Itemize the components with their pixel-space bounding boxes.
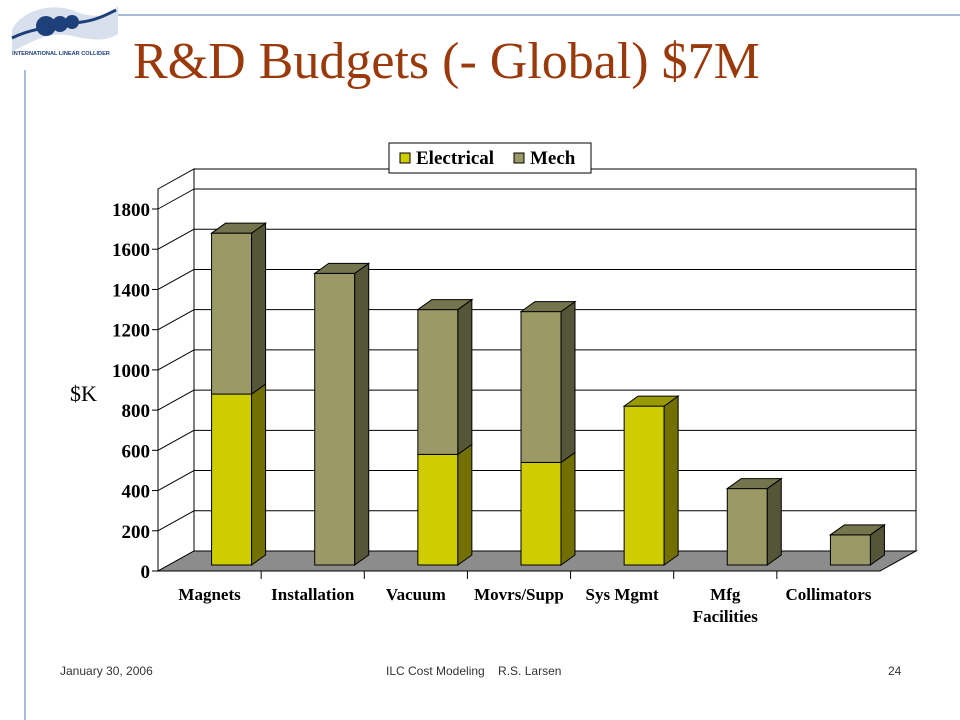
bar-mech-front [520, 311, 562, 463]
bar-mech-side [354, 262, 370, 566]
legend-label-mech: Mech [530, 148, 576, 169]
svg-text:INTERNATIONAL LINEAR COLLIDER: INTERNATIONAL LINEAR COLLIDER [12, 51, 110, 57]
bar-mech-front [314, 272, 356, 566]
bar-mech-side [251, 222, 267, 396]
bar-electrical-side [560, 451, 576, 566]
bar-electrical-front [417, 453, 459, 566]
plot-side-wall [157, 168, 195, 572]
bar-electrical-front [211, 393, 253, 566]
x-tick-label: Movrs/Supp [474, 585, 564, 604]
x-tick-label: Vacuum [386, 585, 446, 604]
x-tick-label: Mfg [710, 585, 741, 604]
left-rule [24, 70, 26, 720]
bar-top [725, 478, 783, 490]
bar-mech-side [766, 477, 782, 566]
legend-box [388, 142, 592, 174]
gridline-side [157, 228, 195, 250]
x-tick-label: Facilities [693, 607, 759, 626]
gridline-side [157, 389, 195, 411]
y-tick-label: 1000 [112, 361, 150, 382]
budget-chart: 0 200 400 600 800 1000 1200 1400 1600 1800 $K Magne… [70, 142, 918, 626]
y-tick-label: 400 [122, 482, 151, 503]
gridline-side [157, 510, 195, 532]
bar-top [313, 262, 371, 274]
bar-mech-side [457, 298, 473, 456]
gridline-side [157, 188, 195, 210]
legend-label-electrical: Electrical [416, 148, 494, 169]
bar-mech-front [726, 488, 768, 566]
bar-top [416, 299, 474, 311]
footer-page-number: 24 [888, 664, 902, 678]
bar-top [519, 301, 577, 313]
x-tick-label: Collimators [785, 585, 871, 604]
y-tick-label: 1800 [112, 200, 150, 221]
bar-mech-front [417, 309, 459, 455]
x-tick-label: Magnets [178, 585, 241, 604]
footer-center: ILC Cost Modeling R.S. Larsen [386, 664, 562, 678]
y-tick-label: 0 [141, 562, 151, 583]
slide-title: R&D Budgets (- Global) $7M [133, 33, 760, 90]
y-tick-label: 200 [122, 522, 151, 543]
bar-mech-side [560, 300, 576, 464]
ilc-logo: INTERNATIONAL LINEAR COLLIDER [11, 6, 118, 57]
bar-electrical-side [663, 395, 679, 566]
y-tick-label: 600 [122, 441, 151, 462]
bar-top [622, 395, 680, 407]
bar-electrical-front [520, 461, 562, 566]
bar-electrical-front [623, 405, 665, 566]
gridline-side [157, 349, 195, 371]
bar-electrical-side [457, 443, 473, 566]
bar-top [210, 222, 268, 234]
legend-swatch-electrical [399, 152, 411, 164]
bar-mech-front [211, 232, 253, 395]
x-tick-label: Sys Mgmt [586, 585, 660, 604]
top-rule [105, 14, 960, 16]
bar-electrical-side [251, 383, 267, 566]
legend-swatch-mech [513, 152, 525, 164]
gridline-side [157, 470, 195, 491]
x-tick-label: Installation [271, 585, 355, 604]
y-tick-label: 1200 [112, 321, 150, 342]
bar-mech-front [829, 534, 871, 566]
y-axis-label: $K [70, 381, 97, 406]
y-tick-label: 1600 [112, 240, 150, 261]
y-tick-label: 1400 [112, 280, 150, 301]
y-tick-label: 800 [122, 401, 151, 422]
gridline-side [157, 269, 195, 290]
gridline-side [157, 429, 195, 451]
gridline-side [157, 309, 195, 331]
footer-date: January 30, 2006 [60, 664, 153, 678]
bar-top [828, 524, 886, 536]
